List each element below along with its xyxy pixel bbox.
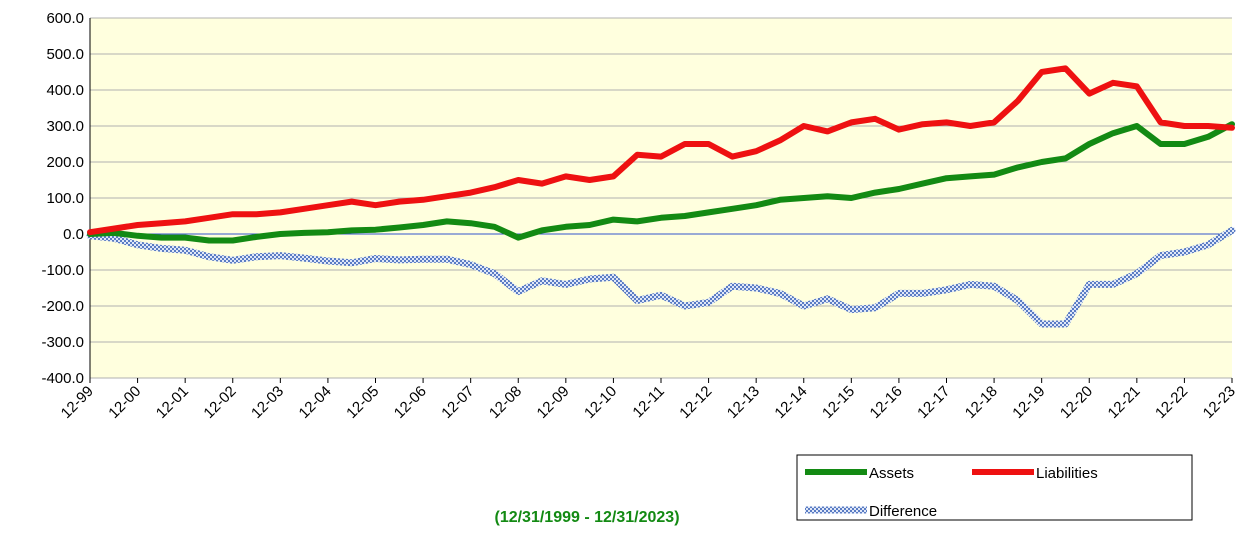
y-tick-label: -200.0 xyxy=(41,298,84,315)
x-tick-label: 12-05 xyxy=(343,383,382,422)
x-tick-label: 12-15 xyxy=(819,383,858,422)
series-line xyxy=(86,226,1236,328)
x-tick-label: 12-21 xyxy=(1105,383,1144,422)
x-tick-label: 12-18 xyxy=(962,383,1001,422)
x-tick-label: 12-23 xyxy=(1200,383,1239,422)
x-tick-label: 12-04 xyxy=(296,383,335,422)
y-tick-label: -100.0 xyxy=(41,262,84,279)
x-tick-label: 12-13 xyxy=(724,383,763,422)
x-tick-label: 12-17 xyxy=(914,383,953,422)
x-tick-label: 12-01 xyxy=(153,383,192,422)
legend-label: Liabilities xyxy=(1036,465,1098,482)
x-tick-label: 12-20 xyxy=(1057,383,1096,422)
y-tick-label: 300.0 xyxy=(46,118,84,135)
x-tick-label: 12-09 xyxy=(534,383,573,422)
x-tick-label: 12-14 xyxy=(771,383,810,422)
x-tick-label: 12-12 xyxy=(676,383,715,422)
y-tick-label: -300.0 xyxy=(41,334,84,351)
x-tick-label: 12-06 xyxy=(391,383,430,422)
y-tick-label: 600.0 xyxy=(46,10,84,27)
x-tick-label: 12-03 xyxy=(248,383,287,422)
y-tick-label: 400.0 xyxy=(46,82,84,99)
legend-label: Assets xyxy=(869,465,914,482)
x-tick-label: 12-99 xyxy=(58,383,97,422)
legend-label: Difference xyxy=(869,503,937,520)
y-tick-label: 200.0 xyxy=(46,154,84,171)
y-tick-label: 0.0 xyxy=(63,226,84,243)
y-tick-label: 100.0 xyxy=(46,190,84,207)
subtitle: (12/31/1999 - 12/31/2023) xyxy=(494,509,679,526)
x-tick-label: 12-11 xyxy=(629,383,667,421)
x-tick-label: 12-10 xyxy=(581,383,620,422)
series-line xyxy=(87,65,1235,236)
x-tick-label: 12-08 xyxy=(486,383,525,422)
y-tick-label: 500.0 xyxy=(46,46,84,63)
x-tick-label: 12-19 xyxy=(1009,383,1048,422)
x-tick-label: 12-02 xyxy=(200,383,239,422)
x-tick-label: 12-07 xyxy=(438,383,477,422)
y-tick-label: -400.0 xyxy=(41,370,84,387)
x-tick-label: 12-22 xyxy=(1152,383,1191,422)
series-line xyxy=(87,121,1235,244)
x-tick-label: 12-16 xyxy=(867,383,906,422)
x-tick-label: 12-00 xyxy=(105,383,144,422)
